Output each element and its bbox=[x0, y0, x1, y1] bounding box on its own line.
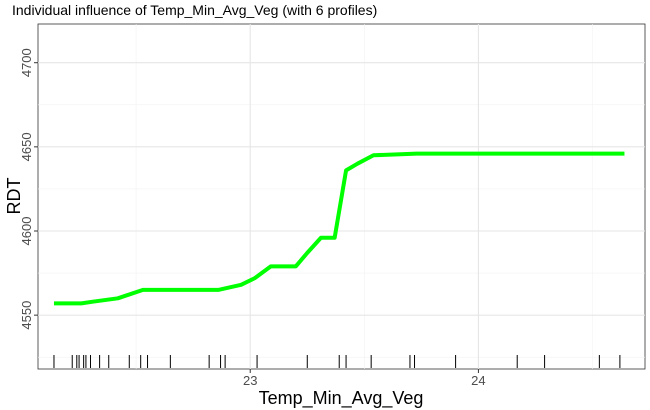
y-tick-label: 4700 bbox=[19, 48, 34, 77]
chart-title: Individual influence of Temp_Min_Avg_Veg… bbox=[12, 2, 377, 18]
y-axis-title: RDT bbox=[4, 178, 24, 215]
x-tick-label: 23 bbox=[243, 373, 257, 388]
y-tick-label: 4550 bbox=[19, 301, 34, 330]
x-tick-label: 24 bbox=[471, 373, 485, 388]
series-layer bbox=[53, 151, 625, 306]
x-axis: 23 24 bbox=[243, 369, 486, 388]
series-line bbox=[53, 151, 625, 306]
rug-marks bbox=[53, 355, 621, 368]
y-tick-label: 4650 bbox=[19, 132, 34, 161]
major-gridlines bbox=[38, 24, 645, 369]
x-axis-title: Temp_Min_Avg_Veg bbox=[259, 388, 424, 409]
y-tick-label: 4600 bbox=[19, 217, 34, 246]
y-axis: 4550 4600 4650 4700 bbox=[19, 48, 38, 330]
